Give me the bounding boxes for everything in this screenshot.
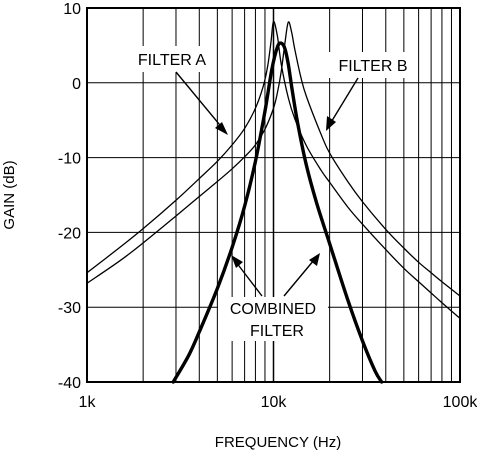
combined-label-bg [218, 297, 328, 341]
y-axis-label: GAIN (dB) [1, 160, 18, 229]
series-filter-b [86, 21, 461, 297]
filter-a-arrowhead [215, 122, 228, 135]
y-tick-label: -10 [58, 151, 81, 168]
filter-b-arrowhead [326, 116, 336, 131]
filter-a-arrow-shaft [175, 71, 225, 131]
combined-arrow-right-head [309, 253, 320, 266]
filter-b-arrow-shaft [329, 77, 359, 125]
series-layer [86, 20, 461, 384]
combined-label-line-2: FILTER [250, 323, 304, 340]
y-tick-label: 0 [72, 76, 81, 93]
y-tick-labels: 10 0 -10 -20 -30 -40 [58, 1, 81, 392]
y-tick-label: 10 [63, 1, 81, 18]
annotations: FILTER A FILTER B COMBINED FILTER [128, 46, 417, 341]
y-tick-label: -40 [58, 375, 81, 392]
series-combined-filter [171, 41, 384, 384]
x-tick-label: 10k [261, 394, 288, 411]
filter-b-label: FILTER B [338, 58, 407, 75]
series-filter-a [86, 20, 461, 320]
filter-b-label-bg [329, 52, 417, 78]
x-axis-label: FREQUENCY (Hz) [215, 434, 341, 451]
combined-arrow-left-head [231, 255, 243, 268]
combined-label-line-1: COMBINED [230, 301, 316, 318]
y-tick-label: -20 [58, 225, 81, 242]
combined-arrow-right-shaft [283, 259, 315, 297]
combined-arrow-left-shaft [235, 261, 263, 297]
x-tick-labels: 1k 10k 100k [79, 394, 477, 411]
x-tick-label: 100k [443, 394, 477, 411]
x-tick-label: 1k [79, 394, 97, 411]
filter-a-label-bg [128, 46, 216, 72]
y-tick-label: -30 [58, 300, 81, 317]
plot-border [86, 7, 461, 383]
filter-a-label: FILTER A [138, 52, 206, 69]
